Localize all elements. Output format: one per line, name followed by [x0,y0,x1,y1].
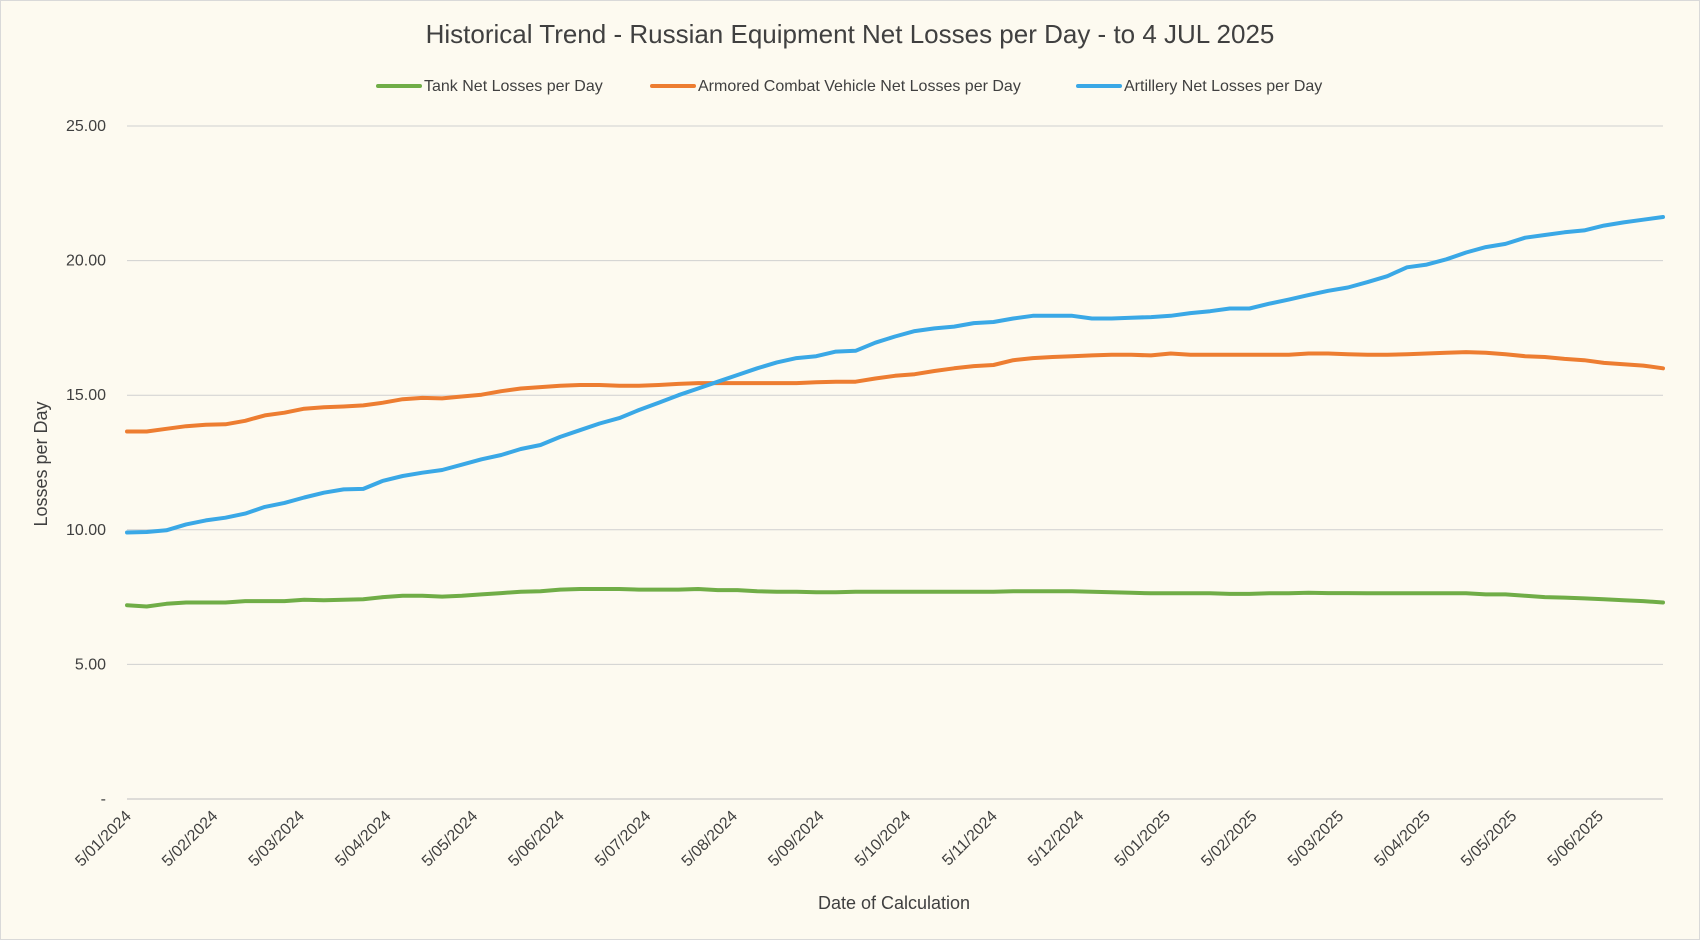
chart-title: Historical Trend - Russian Equipment Net… [426,19,1275,49]
legend-label-acv: Armored Combat Vehicle Net Losses per Da… [698,78,1021,95]
x-axis-tick-labels: 5/01/2024 5/02/2024 5/03/2024 5/04/2024 5/05… [72,808,1607,870]
x-tick-label: 5/03/2024 [246,808,308,870]
x-tick-label: 5/01/2025 [1112,808,1174,870]
series-lines [125,215,1665,609]
x-tick-label: 5/01/2024 [72,808,134,870]
y-axis-tick-labels: - 5.00 10.00 15.00 20.00 25.00 [66,118,106,808]
series-line-tank [125,587,1665,609]
y-tick-label: - [101,791,106,808]
x-axis-title: Date of Calculation [818,893,970,913]
x-tick-label: 5/09/2024 [765,808,827,870]
x-tick-label: 5/11/2024 [939,808,1001,870]
x-tick-label: 5/02/2025 [1198,808,1260,870]
x-tick-label: 5/04/2024 [332,808,394,870]
y-tick-label: 20.00 [66,253,106,270]
y-tick-label: 5.00 [75,656,106,673]
x-tick-label: 5/08/2024 [679,808,741,870]
series-line-acv [125,350,1665,434]
legend-label-tank: Tank Net Losses per Day [424,78,603,95]
x-tick-label: 5/03/2025 [1285,808,1347,870]
x-tick-label: 5/06/2024 [505,808,567,870]
x-tick-label: 5/12/2024 [1025,808,1087,870]
gridlines [127,125,1663,665]
x-tick-label: 5/05/2025 [1458,808,1520,870]
x-tick-label: 5/10/2024 [852,808,914,870]
y-tick-label: 15.00 [66,387,106,404]
x-tick-label: 5/07/2024 [592,808,654,870]
series-line-artillery [125,215,1665,535]
y-axis-title: Losses per Day [31,401,51,526]
x-tick-label: 5/05/2024 [419,808,481,870]
x-tick-label: 5/04/2025 [1371,808,1433,870]
x-tick-label: 5/02/2024 [159,808,221,870]
legend: Tank Net Losses per Day Armored Combat V… [376,78,1322,95]
legend-label-artillery: Artillery Net Losses per Day [1124,78,1322,95]
y-tick-label: 25.00 [66,118,106,135]
x-tick-label: 5/06/2025 [1545,808,1607,870]
y-tick-label: 10.00 [66,522,106,539]
